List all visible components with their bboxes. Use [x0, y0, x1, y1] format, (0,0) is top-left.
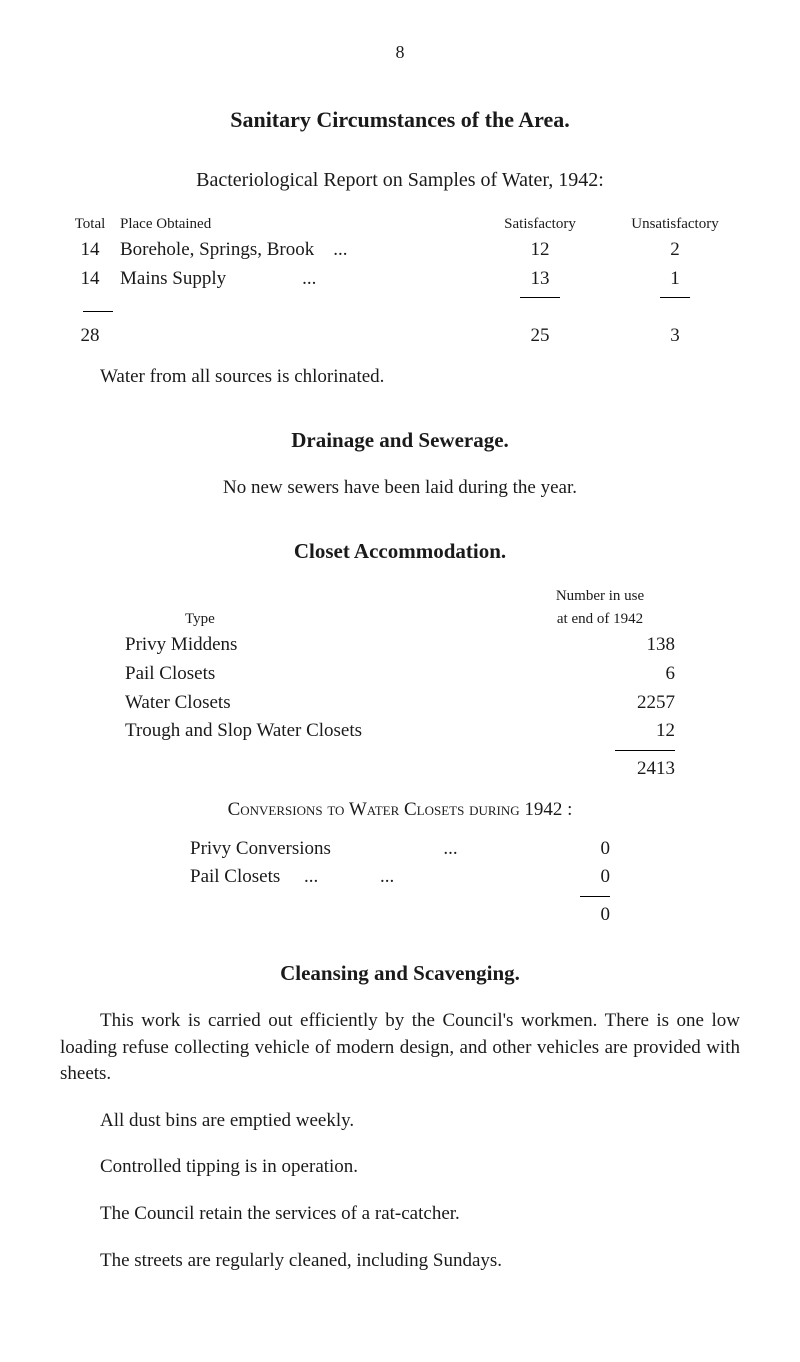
closet-row: Pail Closets 6 — [125, 661, 675, 688]
closet-num-cell: 138 — [595, 632, 675, 659]
conversion-row: Privy Conversions ... 0 — [190, 836, 610, 863]
main-heading: Sanitary Circumstances of the Area. — [60, 105, 740, 136]
closet-sum: 2413 — [595, 756, 675, 783]
rule-line — [615, 750, 675, 751]
rule-line — [83, 311, 113, 312]
type-text: Water Closets — [125, 692, 231, 713]
rule-line — [520, 297, 560, 298]
header-place: Place Obtained — [120, 214, 470, 235]
rule-line — [660, 297, 690, 298]
closet-row: Trough and Slop Water Closets 12 — [125, 718, 675, 745]
cell-sat: 13 — [470, 266, 610, 293]
type-text: Privy Middens — [125, 634, 237, 655]
table-sum-row: 28 25 3 — [60, 323, 740, 350]
cell-unsat: 2 — [610, 237, 740, 264]
closet-type-cell: Privy Middens — [125, 632, 595, 659]
conversions-table: Privy Conversions ... 0 Pail Closets ...… — [190, 836, 610, 929]
conv-line-row — [190, 893, 610, 900]
bacteriological-heading: Bacteriological Report on Samples of Wat… — [60, 166, 740, 194]
table-header-row: Total Place Obtained Satisfactory Unsati… — [60, 214, 740, 235]
cell-total: 14 — [60, 237, 120, 264]
cleansing-heading: Cleansing and Scavenging. — [60, 959, 740, 988]
label-text: Pail Closets — [190, 866, 280, 887]
type-text: Trough and Slop Water Closets — [125, 720, 362, 741]
drainage-text: No new sewers have been laid during the … — [60, 475, 740, 502]
closet-row: Water Closets 2257 — [125, 690, 675, 717]
conversions-heading: Conversions to Water Closets during 1942… — [60, 797, 740, 824]
dots: ... ... — [304, 866, 394, 887]
conv-dots: ... — [443, 836, 457, 863]
closet-table: Number in use Type at end of 1942 Privy … — [125, 586, 675, 782]
dots: ... — [302, 268, 316, 289]
closet-row: Privy Middens 138 — [125, 632, 675, 659]
cell-total: 14 — [60, 266, 120, 293]
cleansing-para1: This work is carried out efficiently by … — [60, 1008, 740, 1088]
cell-unsat: 1 — [610, 266, 740, 293]
cell-place: Mains Supply ... — [120, 266, 470, 293]
closet-num-cell: 12 — [595, 718, 675, 745]
dots: ... — [333, 239, 347, 260]
closet-num-cell: 6 — [595, 661, 675, 688]
closet-heading: Closet Accommodation. — [60, 537, 740, 566]
cleansing-para5: The streets are regularly cleaned, inclu… — [60, 1248, 740, 1275]
cell-sat: 12 — [470, 237, 610, 264]
closet-line-row — [125, 747, 675, 754]
table-row: 14 Mains Supply ... 13 1 — [60, 266, 740, 293]
place-text: Mains Supply — [120, 268, 226, 289]
place-text: Borehole, Springs, Brook — [120, 239, 314, 260]
cleansing-para3: Controlled tipping is in operation. — [60, 1154, 740, 1181]
cell-place: Borehole, Springs, Brook ... — [120, 237, 470, 264]
drainage-heading: Drainage and Sewerage. — [60, 426, 740, 455]
sum-sat: 25 — [470, 323, 610, 350]
conv-label: Privy Conversions — [190, 836, 331, 863]
cleansing-para4: The Council retain the services of a rat… — [60, 1201, 740, 1228]
closet-num-cell: 2257 — [595, 690, 675, 717]
water-table: Total Place Obtained Satisfactory Unsati… — [60, 214, 740, 349]
closet-type-cell: Pail Closets — [125, 661, 595, 688]
rule-line — [580, 896, 610, 897]
closet-num-header1: Number in use — [525, 586, 675, 607]
closet-type-cell: Trough and Slop Water Closets — [125, 718, 595, 745]
conv-sum: 0 — [570, 902, 610, 929]
chlorinated-note: Water from all sources is chlorinated. — [60, 364, 740, 391]
closet-num-header2: at end of 1942 — [525, 609, 675, 630]
header-unsatisfactory: Unsatisfactory — [610, 214, 740, 235]
table-line-row — [60, 294, 740, 321]
conv-label: Pail Closets ... ... — [190, 864, 394, 891]
cleansing-para2: All dust bins are emptied weekly. — [60, 1108, 740, 1135]
header-total: Total — [60, 214, 120, 235]
closet-type-cell: Water Closets — [125, 690, 595, 717]
conv-sum-row: 0 — [190, 902, 610, 929]
conv-num: 0 — [570, 864, 610, 891]
sum-unsat: 3 — [610, 323, 740, 350]
closet-header-row: Type at end of 1942 — [125, 609, 675, 630]
page-number: 8 — [60, 40, 740, 65]
closet-type-header: Type — [125, 609, 525, 630]
closet-sum-row: 2413 — [125, 756, 675, 783]
header-satisfactory: Satisfactory — [470, 214, 610, 235]
conv-num: 0 — [570, 836, 610, 863]
table-row: 14 Borehole, Springs, Brook ... 12 2 — [60, 237, 740, 264]
sum-total: 28 — [60, 323, 120, 350]
conversion-row: Pail Closets ... ... 0 — [190, 864, 610, 891]
type-text: Pail Closets — [125, 663, 215, 684]
closet-header-row: Number in use — [125, 586, 675, 607]
